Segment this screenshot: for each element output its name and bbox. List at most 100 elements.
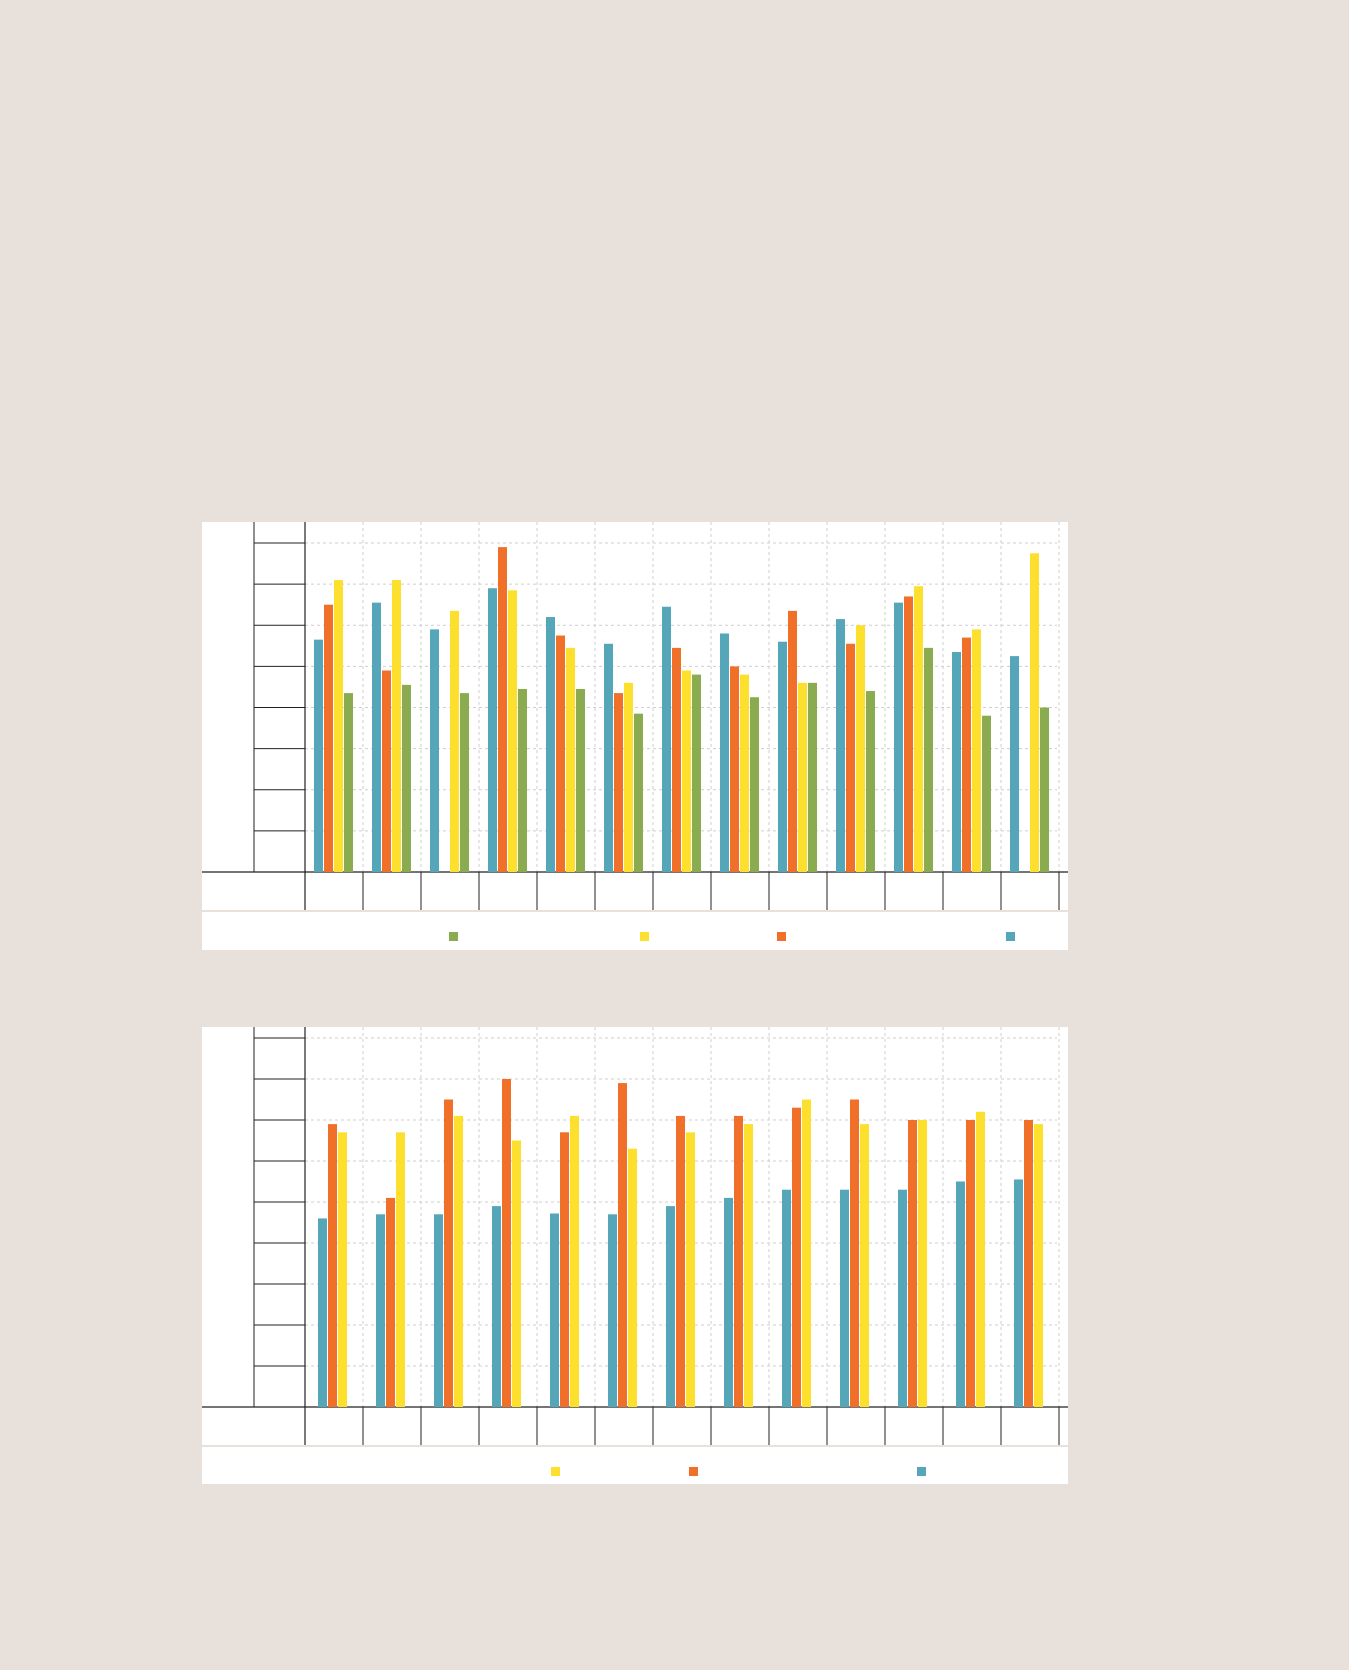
bar — [318, 1218, 327, 1407]
bar — [502, 1079, 511, 1407]
bar — [924, 647, 933, 872]
bar — [908, 1120, 917, 1407]
bar — [556, 635, 565, 872]
bar — [328, 1124, 337, 1407]
bar — [576, 688, 585, 872]
bar — [560, 1132, 569, 1407]
bar — [778, 641, 787, 872]
bar — [692, 674, 701, 872]
bar — [808, 682, 817, 872]
bar — [1040, 707, 1049, 872]
bar — [518, 688, 527, 872]
bar — [386, 1197, 395, 1407]
legend-swatch — [917, 1467, 926, 1476]
bar — [1030, 553, 1039, 872]
bar — [898, 1189, 907, 1407]
bar — [604, 643, 613, 872]
bar — [798, 682, 807, 872]
bar — [624, 682, 633, 872]
bar — [802, 1099, 811, 1407]
bar — [724, 1197, 733, 1407]
bar — [570, 1115, 579, 1407]
bar — [614, 693, 623, 872]
bar — [850, 1099, 859, 1407]
legend-swatch — [1006, 932, 1015, 941]
bar — [676, 1115, 685, 1407]
bar — [982, 715, 991, 872]
bar — [846, 643, 855, 872]
bar — [566, 647, 575, 872]
bar — [836, 619, 845, 872]
bar — [508, 590, 517, 872]
bar — [382, 670, 391, 872]
bar — [744, 1124, 753, 1407]
bar — [618, 1083, 627, 1407]
bar — [1014, 1179, 1023, 1407]
bar — [498, 547, 507, 872]
bar — [972, 629, 981, 872]
bar — [392, 580, 401, 872]
bar — [628, 1148, 637, 1407]
bar — [550, 1213, 559, 1407]
bar — [434, 1214, 443, 1407]
bar — [402, 684, 411, 872]
bar — [460, 693, 469, 872]
bar — [376, 1214, 385, 1407]
bar — [956, 1181, 965, 1407]
bar — [750, 697, 759, 872]
bar — [334, 580, 343, 872]
bar — [740, 674, 749, 872]
bar — [730, 666, 739, 872]
bar — [666, 1206, 675, 1407]
bar — [966, 1120, 975, 1407]
bar — [512, 1140, 521, 1407]
bar — [338, 1132, 347, 1407]
bar — [430, 629, 439, 872]
bar — [976, 1111, 985, 1407]
bar — [856, 625, 865, 872]
bar — [546, 617, 555, 872]
bar — [396, 1132, 405, 1407]
bar — [324, 604, 333, 872]
bar — [662, 606, 671, 872]
bar — [962, 637, 971, 872]
bar — [608, 1214, 617, 1407]
legend-swatch — [640, 932, 649, 941]
bar — [840, 1189, 849, 1407]
bar — [372, 602, 381, 872]
bar — [1010, 656, 1019, 872]
bar — [488, 588, 497, 872]
bar — [720, 633, 729, 872]
bar — [734, 1115, 743, 1407]
bar — [866, 691, 875, 872]
bar — [782, 1189, 791, 1407]
bar-chart-1 — [202, 522, 1068, 941]
bar — [918, 1120, 927, 1407]
bar — [492, 1206, 501, 1407]
bar — [894, 602, 903, 872]
bar — [860, 1124, 869, 1407]
bar — [904, 596, 913, 872]
bar — [788, 610, 797, 872]
chart-panel-2 — [202, 1027, 1068, 1484]
bar — [672, 647, 681, 872]
legend-swatch — [689, 1467, 698, 1476]
bar — [686, 1132, 695, 1407]
bar — [344, 693, 353, 872]
bar — [1034, 1124, 1043, 1407]
legend-swatch — [777, 932, 786, 941]
bar — [444, 1099, 453, 1407]
legend-swatch — [449, 932, 458, 941]
bar — [450, 610, 459, 872]
bar — [314, 639, 323, 872]
bar-chart-2 — [202, 1027, 1068, 1476]
bar — [682, 670, 691, 872]
bar — [1024, 1120, 1033, 1407]
legend-swatch — [551, 1467, 560, 1476]
chart-panel-1 — [202, 522, 1068, 950]
bar — [634, 713, 643, 872]
bar — [914, 586, 923, 872]
bar — [454, 1115, 463, 1407]
bar — [792, 1107, 801, 1407]
bar — [952, 651, 961, 872]
